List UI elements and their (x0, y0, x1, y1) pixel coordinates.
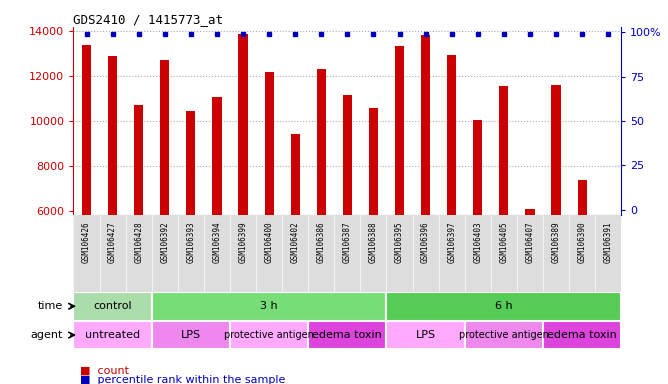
Bar (552, 85, 560, 215)
Text: GSM106392: GSM106392 (160, 221, 169, 263)
Bar (343, 95, 352, 215)
Text: GSM106399: GSM106399 (238, 221, 248, 263)
Bar (473, 120, 482, 215)
Bar (291, 134, 300, 215)
Bar (186, 111, 196, 215)
Text: GSM106397: GSM106397 (447, 221, 456, 263)
Text: 6 h: 6 h (495, 301, 512, 311)
Bar (134, 105, 143, 215)
Text: GSM106403: GSM106403 (474, 221, 482, 263)
Bar (230, 321, 308, 349)
Text: untreated: untreated (85, 330, 140, 340)
Text: GSM106402: GSM106402 (291, 221, 300, 263)
Bar (160, 61, 170, 215)
Text: GSM106426: GSM106426 (82, 221, 91, 263)
Text: protective antigen: protective antigen (224, 330, 314, 340)
Text: protective antigen: protective antigen (459, 330, 549, 340)
Text: GSM106389: GSM106389 (552, 221, 560, 263)
Bar (238, 34, 248, 215)
Bar (212, 98, 222, 215)
Bar (543, 321, 621, 349)
Text: edema toxin: edema toxin (313, 330, 382, 340)
Text: GDS2410 / 1415773_at: GDS2410 / 1415773_at (73, 13, 224, 26)
Text: GSM106400: GSM106400 (265, 221, 274, 263)
Text: GSM106387: GSM106387 (343, 221, 352, 263)
Bar (82, 45, 91, 215)
Text: GSM106405: GSM106405 (500, 221, 508, 263)
Text: GSM106391: GSM106391 (604, 221, 613, 263)
Bar (499, 86, 508, 215)
Text: GSM106395: GSM106395 (395, 221, 404, 263)
Text: GSM106388: GSM106388 (369, 221, 378, 263)
Bar (387, 321, 465, 349)
Text: GSM106427: GSM106427 (108, 221, 117, 263)
Bar (152, 292, 387, 321)
Bar (604, 215, 613, 331)
Text: GSM106393: GSM106393 (186, 221, 195, 263)
Text: LPS: LPS (415, 330, 436, 340)
Bar (447, 55, 456, 215)
Bar (308, 321, 387, 349)
Text: 3 h: 3 h (261, 301, 278, 311)
Text: ■  count: ■ count (80, 366, 129, 376)
Text: edema toxin: edema toxin (547, 330, 617, 340)
Bar (387, 292, 621, 321)
Bar (578, 180, 587, 215)
Text: GSM106394: GSM106394 (212, 221, 221, 263)
Text: GSM106396: GSM106396 (421, 221, 430, 263)
Text: GSM106407: GSM106407 (526, 221, 534, 263)
Bar (317, 70, 326, 215)
Text: ■  percentile rank within the sample: ■ percentile rank within the sample (80, 375, 285, 384)
Text: GSM106390: GSM106390 (578, 221, 587, 263)
Text: GSM106386: GSM106386 (317, 221, 326, 263)
Bar (73, 321, 152, 349)
Text: control: control (94, 301, 132, 311)
Bar (108, 56, 117, 215)
Bar (152, 321, 230, 349)
Bar (395, 46, 404, 215)
Text: LPS: LPS (181, 330, 201, 340)
Text: time: time (37, 301, 63, 311)
Bar (525, 209, 534, 215)
Bar (73, 292, 152, 321)
Bar (369, 108, 378, 215)
Text: GSM106428: GSM106428 (134, 221, 143, 263)
Text: agent: agent (30, 330, 63, 340)
Bar (265, 72, 274, 215)
Bar (421, 35, 430, 215)
Bar (465, 321, 543, 349)
